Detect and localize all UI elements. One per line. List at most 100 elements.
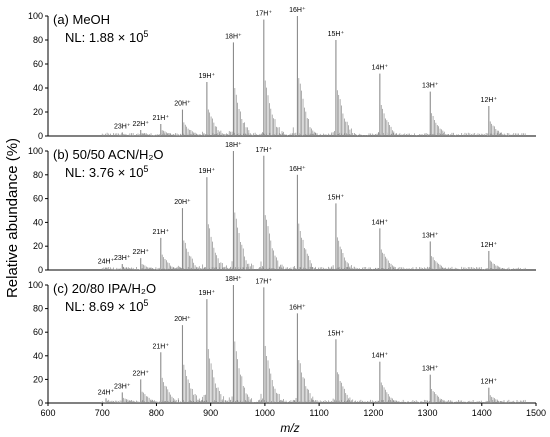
peak-8 bbox=[292, 174, 318, 270]
y-tick-label: 0 bbox=[38, 398, 43, 408]
peak-3 bbox=[156, 352, 181, 403]
panel-title: (b) 50/50 ACN/H₂O bbox=[53, 147, 164, 162]
y-tick-label: 0 bbox=[38, 131, 43, 141]
peak-label: 24H⁺ bbox=[98, 258, 115, 266]
x-tick-label: 1300 bbox=[418, 408, 438, 418]
peak-label: 23H⁺ bbox=[114, 122, 131, 130]
x-axis-label: m/z bbox=[280, 421, 299, 435]
peak-label: 16H⁺ bbox=[289, 303, 306, 311]
x-tick-label: 1100 bbox=[309, 408, 328, 418]
peak-label: 18H⁺ bbox=[225, 32, 242, 40]
peak-5 bbox=[202, 177, 227, 270]
peak-2 bbox=[136, 379, 161, 403]
peak-6 bbox=[259, 19, 284, 136]
x-tick-label: 1400 bbox=[472, 408, 492, 418]
peak-11 bbox=[484, 106, 509, 136]
peak-label: 18H⁺ bbox=[225, 141, 242, 149]
y-tick-label: 80 bbox=[33, 35, 43, 45]
peak-9 bbox=[331, 203, 356, 270]
peak-3 bbox=[177, 109, 203, 136]
peak-4 bbox=[177, 208, 203, 270]
panel-title: (a) MeOH bbox=[53, 12, 110, 27]
peak-label: 13H⁺ bbox=[422, 231, 439, 239]
peak-9 bbox=[331, 339, 356, 403]
y-tick-label: 80 bbox=[33, 304, 43, 314]
peak-label: 19H⁺ bbox=[199, 167, 216, 175]
peak-8 bbox=[331, 40, 356, 136]
y-tick-label: 60 bbox=[33, 59, 43, 69]
peak-label: 17H⁺ bbox=[256, 277, 273, 285]
peak-label: 15H⁺ bbox=[328, 329, 345, 337]
y-tick-label: 100 bbox=[28, 146, 43, 156]
peak-label: 13H⁺ bbox=[422, 82, 439, 90]
panel-a: 0 20 40 60 80 100 23H⁺ 22H⁺ 21H⁺ 20H⁺ 19H⁺ 18H⁺ 17H⁺… bbox=[28, 6, 536, 141]
peak-12 bbox=[484, 250, 509, 270]
peak-label: 22H⁺ bbox=[132, 120, 149, 128]
peak-label: 17H⁺ bbox=[256, 146, 273, 154]
peak-label: 20H⁺ bbox=[174, 315, 191, 323]
y-tick-label: 20 bbox=[33, 241, 43, 251]
peak-label: 14H⁺ bbox=[372, 64, 389, 72]
normalization-level: NL: 1.88 × 105 bbox=[65, 29, 148, 45]
peak-6 bbox=[228, 151, 254, 270]
peak-3 bbox=[156, 237, 181, 270]
panel-title: (c) 20/80 IPA/H₂O bbox=[53, 281, 156, 296]
peak-label: 20H⁺ bbox=[174, 100, 191, 108]
peak-4 bbox=[177, 325, 203, 403]
peak-label: 14H⁺ bbox=[372, 352, 389, 360]
peak-4 bbox=[202, 82, 227, 136]
x-tick-label: 1500 bbox=[526, 408, 546, 418]
peak-12 bbox=[484, 387, 509, 403]
x-tick-label: 1000 bbox=[255, 408, 275, 418]
peak-1 bbox=[136, 130, 161, 136]
peak-8 bbox=[292, 313, 318, 403]
y-tick-label: 20 bbox=[33, 107, 43, 117]
peak-label: 13H⁺ bbox=[422, 365, 439, 373]
peak-6 bbox=[228, 285, 254, 403]
y-tick-label: 20 bbox=[33, 374, 43, 384]
peak-7 bbox=[259, 155, 284, 270]
y-tick-label: 40 bbox=[33, 217, 43, 227]
peak-5 bbox=[202, 299, 227, 403]
peak-10 bbox=[425, 91, 451, 136]
peak-2 bbox=[136, 258, 161, 270]
spectrum-trace bbox=[101, 151, 526, 270]
peak-1 bbox=[117, 264, 143, 270]
peak-label: 15H⁺ bbox=[328, 193, 345, 201]
y-tick-label: 40 bbox=[33, 351, 43, 361]
peak-label: 20H⁺ bbox=[174, 198, 191, 206]
x-tick-label: 800 bbox=[149, 408, 164, 418]
y-tick-label: 100 bbox=[28, 280, 43, 290]
peak-label: 12H⁺ bbox=[481, 241, 498, 249]
peak-label: 24H⁺ bbox=[98, 388, 115, 396]
peak-0 bbox=[101, 267, 126, 270]
y-tick-label: 100 bbox=[28, 11, 43, 21]
normalization-level: NL: 8.69 × 105 bbox=[65, 298, 148, 314]
panel-b: 0 20 40 60 80 100 24H⁺23H⁺22H⁺ 21H⁺ 20H⁺ 19H⁺ 18H⁺… bbox=[28, 141, 536, 275]
peak-label: 16H⁺ bbox=[289, 165, 306, 173]
spectrum-trace bbox=[101, 285, 526, 403]
x-tick-label: 1200 bbox=[363, 408, 383, 418]
peak-label: 22H⁺ bbox=[132, 369, 149, 377]
x-axis-ticks: 600 700 800 900 1000 1100 1200 1300 1400 1500 bbox=[40, 403, 546, 418]
peak-10 bbox=[375, 361, 400, 403]
y-axis-label: Relative abundance (%) bbox=[4, 138, 21, 298]
y-tick-label: 60 bbox=[33, 194, 43, 204]
peak-label: 21H⁺ bbox=[153, 228, 170, 236]
x-tick-label: 900 bbox=[203, 408, 218, 418]
peak-label: 15H⁺ bbox=[328, 30, 345, 38]
peak-label: 23H⁺ bbox=[114, 254, 131, 262]
peak-label: 12H⁺ bbox=[481, 96, 498, 104]
peak-11 bbox=[425, 374, 451, 403]
peak-label: 17H⁺ bbox=[256, 10, 273, 18]
x-tick-label: 600 bbox=[40, 408, 55, 418]
peak-label: 23H⁺ bbox=[114, 382, 131, 390]
peak-2 bbox=[156, 124, 181, 136]
peak-label: 19H⁺ bbox=[199, 72, 216, 80]
peak-7 bbox=[292, 16, 318, 136]
y-tick-label: 0 bbox=[38, 265, 43, 275]
peak-7 bbox=[259, 287, 284, 403]
peak-9 bbox=[375, 73, 400, 136]
